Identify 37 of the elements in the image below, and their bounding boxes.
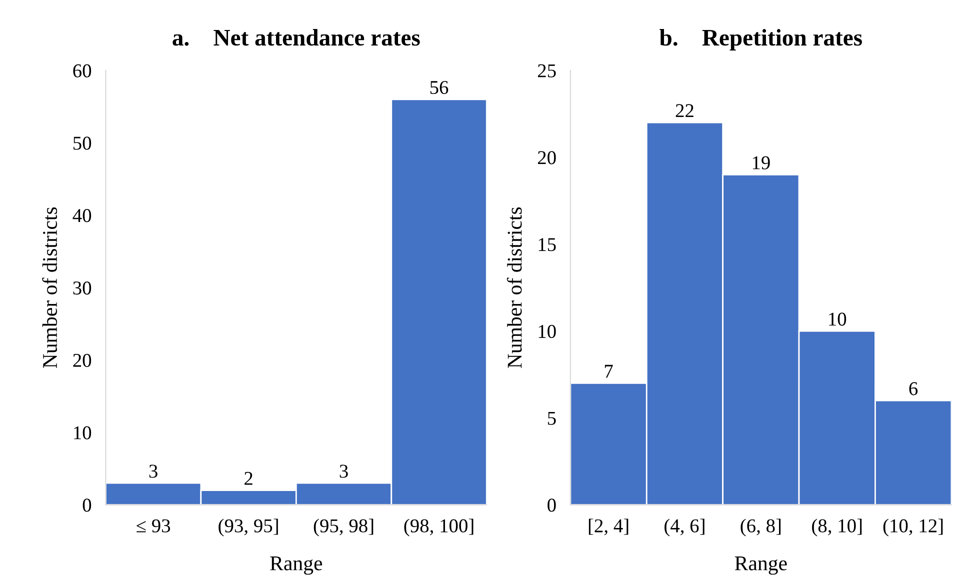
- y-tick-label: 50: [74, 136, 92, 150]
- data-label: 2: [244, 472, 252, 485]
- y-tick-label: 10: [74, 426, 92, 440]
- data-label: 22: [676, 104, 694, 118]
- chart-title: a. Net attendance rates: [172, 29, 420, 46]
- x-axis-title: Range: [270, 556, 322, 575]
- data-label: 10: [829, 312, 846, 326]
- x-tick-label: (4, 6]: [664, 518, 704, 536]
- x-tick-label: (93, 95]: [218, 518, 278, 536]
- y-axis-title: Number of districts: [42, 207, 58, 368]
- y-tick-label: 15: [538, 238, 556, 252]
- x-tick-label: (6, 8]: [740, 518, 781, 536]
- data-label: 19: [752, 156, 770, 170]
- x-tick-label: (8, 10]: [812, 518, 862, 536]
- data-label: 3: [149, 464, 158, 478]
- y-tick-label: 0: [548, 498, 556, 512]
- y-tick-label: 20: [73, 354, 92, 367]
- y-tick-label: 25: [538, 64, 556, 78]
- x-tick-label: ≤ 93: [136, 519, 170, 532]
- y-tick-label: 10: [538, 324, 556, 338]
- data-label: 3: [340, 464, 348, 478]
- y-tick-label: 0: [82, 498, 92, 512]
- x-tick-label: (98, 100]: [404, 518, 474, 536]
- data-label: 7: [604, 364, 613, 378]
- x-tick-label: (10, 12]: [883, 518, 943, 536]
- x-tick-label: [2, 4]: [588, 518, 628, 536]
- x-axis-title: Range: [734, 556, 787, 575]
- y-tick-label: 5: [548, 412, 556, 425]
- y-axis-title: Number of districts: [506, 207, 522, 368]
- y-tick-label: 40: [72, 209, 92, 222]
- x-tick-label: (95, 98]: [314, 518, 374, 536]
- y-tick-label: 60: [73, 64, 92, 78]
- y-tick-label: 30: [73, 281, 92, 295]
- chart-title: b. Repetition rates: [660, 29, 862, 50]
- data-label: 56: [430, 80, 448, 94]
- y-tick-label: 20: [538, 151, 556, 164]
- data-label: 6: [909, 382, 918, 396]
